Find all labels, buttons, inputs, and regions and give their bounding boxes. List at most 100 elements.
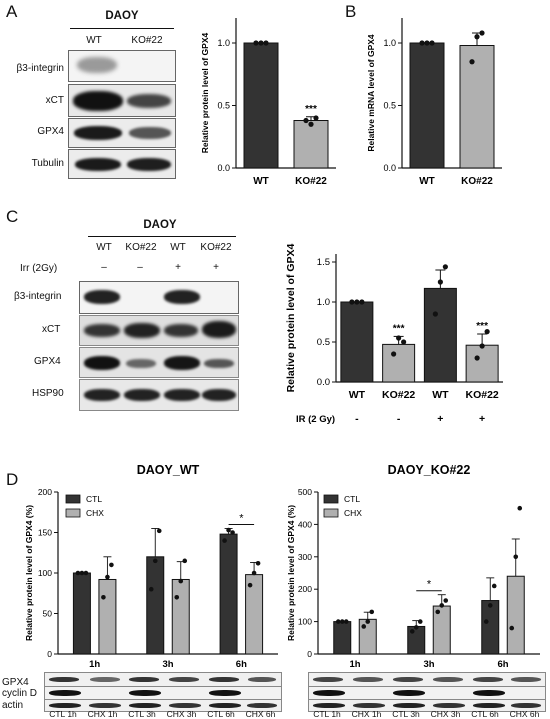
y-tick-label: 400 bbox=[298, 519, 312, 529]
blot-c-mark-2: – bbox=[137, 262, 143, 273]
blot-c-title-underline bbox=[88, 236, 236, 237]
blot-d-lane-label: CHX 3h bbox=[166, 709, 197, 719]
data-point bbox=[391, 351, 397, 357]
y-tick-label: 200 bbox=[38, 487, 52, 497]
legend-swatch bbox=[65, 494, 81, 504]
bar bbox=[72, 572, 91, 655]
treatment-mark: + bbox=[479, 413, 485, 425]
bar bbox=[358, 618, 377, 655]
data-point bbox=[255, 560, 261, 566]
blot-d-lane-label: CHX 1h bbox=[87, 709, 118, 719]
data-point bbox=[479, 30, 485, 36]
legend-label: CHX bbox=[86, 508, 104, 518]
data-point bbox=[105, 574, 110, 580]
chart-title: DAOY_WT bbox=[137, 463, 200, 477]
data-point bbox=[409, 629, 415, 634]
x-tick-label: 6h bbox=[497, 659, 508, 668]
data-point bbox=[247, 582, 253, 588]
y-tick-label: 0.5 bbox=[383, 101, 396, 111]
data-point bbox=[361, 624, 367, 629]
band bbox=[164, 290, 200, 304]
blot-c-mark-1: – bbox=[101, 262, 107, 273]
data-point bbox=[513, 554, 519, 560]
blot-a-row-label-b3: β3-integrin bbox=[16, 63, 64, 74]
data-point bbox=[263, 40, 269, 46]
data-point bbox=[365, 619, 371, 624]
band bbox=[313, 677, 343, 682]
data-point bbox=[258, 40, 264, 46]
y-tick-label: 150 bbox=[38, 528, 52, 538]
bar bbox=[340, 301, 374, 383]
band bbox=[393, 677, 423, 682]
blot-c-row-label-hsp90: HSP90 bbox=[32, 388, 64, 399]
blot-d-lane-label: CTL 6h bbox=[207, 709, 235, 719]
panel-letter-c: C bbox=[6, 207, 19, 226]
data-point bbox=[413, 625, 419, 630]
data-point bbox=[303, 117, 309, 124]
band bbox=[393, 690, 425, 696]
bar bbox=[409, 42, 445, 169]
blot-a-strip-xct bbox=[68, 84, 176, 117]
y-axis-label: Relative protein level of GPX4 (%) bbox=[24, 505, 34, 641]
data-point bbox=[101, 595, 106, 600]
chart-c: 0.0 0.5 1.0 1.5 Relative protein level of GP… bbox=[285, 243, 503, 425]
blot-a-title-underline bbox=[70, 28, 174, 29]
legend-swatch bbox=[323, 494, 339, 504]
y-tick-label: 0.0 bbox=[217, 163, 230, 173]
data-point bbox=[152, 558, 158, 564]
blot-d-lane-label: CHX 6h bbox=[245, 709, 276, 719]
data-point bbox=[401, 339, 407, 345]
chart-a: 0.0 0.5 1.0 Relative protein level of GPX4 W… bbox=[200, 18, 336, 187]
data-point bbox=[230, 530, 235, 535]
y-tick-label: 0 bbox=[307, 649, 312, 659]
data-point bbox=[313, 115, 319, 121]
blot-d-row-label-cyclind: cyclin D bbox=[2, 688, 38, 699]
band bbox=[209, 703, 241, 708]
blot-c-row-label-b3: β3-integrin bbox=[14, 291, 62, 302]
band bbox=[129, 703, 161, 708]
data-point bbox=[369, 609, 375, 615]
data-point bbox=[479, 343, 485, 349]
band bbox=[84, 324, 120, 337]
bar bbox=[465, 344, 499, 383]
data-point bbox=[251, 570, 257, 576]
data-point bbox=[75, 570, 81, 576]
data-point bbox=[359, 299, 365, 305]
y-tick-label: 0.0 bbox=[383, 163, 396, 173]
bar bbox=[219, 533, 238, 655]
legend-label: CTL bbox=[86, 494, 102, 504]
band bbox=[511, 677, 541, 682]
data-point bbox=[253, 40, 259, 46]
chart-b: 0.0 0.5 1.0 Relative mRNA level of GPX4 WT KO… bbox=[366, 18, 502, 187]
y-axis-label: Relative protein level of GPX4 bbox=[285, 243, 297, 392]
y-tick-label: 200 bbox=[298, 584, 312, 594]
blot-c-row-label-xct: xCT bbox=[42, 324, 61, 335]
blot-c-mark-4: + bbox=[213, 262, 219, 273]
bar bbox=[243, 42, 279, 169]
panel-letter-a: A bbox=[6, 2, 18, 21]
blot-d-right-strip-actin bbox=[308, 699, 546, 712]
blot-d-row-label-gpx4: GPX4 bbox=[2, 677, 29, 688]
band bbox=[129, 677, 159, 682]
blot-c-lane-2: KO#22 bbox=[125, 242, 157, 253]
band bbox=[393, 703, 425, 708]
data-point bbox=[419, 40, 425, 46]
data-point bbox=[148, 586, 154, 592]
significance-label: * bbox=[239, 512, 244, 524]
significance-label: *** bbox=[393, 323, 405, 334]
blot-c-lane-1: WT bbox=[96, 242, 112, 253]
band bbox=[353, 703, 385, 708]
data-point bbox=[339, 619, 345, 624]
data-point bbox=[474, 355, 480, 361]
band bbox=[473, 703, 505, 708]
blot-d-right-strip-cyclind bbox=[308, 686, 546, 700]
blot-a-lane-2: KO#22 bbox=[131, 35, 163, 46]
bar bbox=[245, 574, 264, 655]
band bbox=[49, 690, 81, 696]
band bbox=[473, 690, 505, 696]
y-tick-label: 300 bbox=[298, 552, 312, 562]
legend-label: CHX bbox=[344, 508, 362, 518]
panel-letter-d: D bbox=[6, 470, 19, 489]
band bbox=[313, 703, 345, 708]
